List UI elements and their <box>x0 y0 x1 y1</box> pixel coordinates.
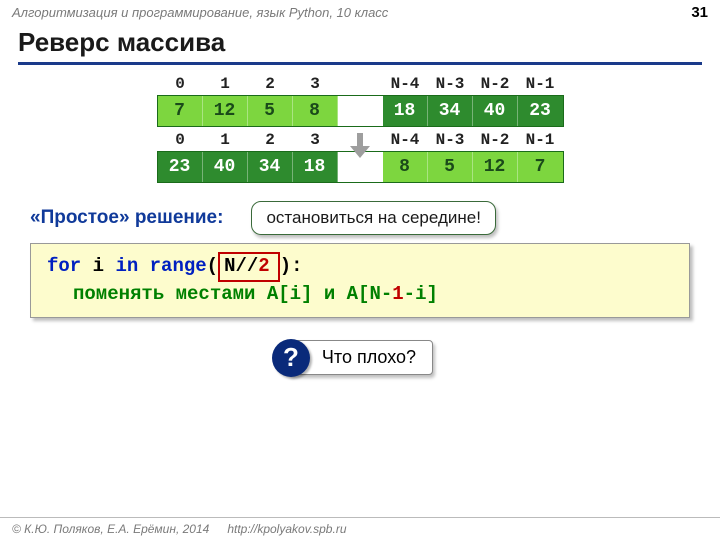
code-line-1: for i in range(N//2): <box>47 252 673 282</box>
fn-range: range <box>150 255 207 277</box>
lit-1: 1 <box>392 283 403 305</box>
question-row: ? Что плохо? <box>0 340 720 375</box>
idx-cell: 1 <box>203 75 248 95</box>
array-row-1: 7 12 5 8 18 34 40 23 <box>157 95 564 127</box>
mid-row: «Простое» решение: остановиться на серед… <box>0 201 720 235</box>
arr-cell: 5 <box>428 152 473 182</box>
question-text: Что плохо? <box>322 347 416 367</box>
slide-header: Алгоритмизация и программирование, язык … <box>0 0 720 23</box>
idx-cell: N-1 <box>518 75 563 95</box>
idx-gap <box>338 75 383 95</box>
footer-url: http://kpolyakov.spb.ru <box>227 522 346 536</box>
lpar: ( <box>207 255 218 277</box>
arr-cell: 12 <box>203 96 248 126</box>
swap-tail: -i] <box>404 283 438 305</box>
page-title: Реверс массива <box>0 23 720 60</box>
code-line-2: поменять местами A[i] и A[N-1-i] <box>47 282 673 308</box>
arr-cell: 34 <box>248 152 293 182</box>
idx-cell: N-3 <box>428 131 473 151</box>
idx-cell: 0 <box>158 75 203 95</box>
idx-cell: 3 <box>293 75 338 95</box>
arrays-block: 0 1 2 3 N-4 N-3 N-2 N-1 7 12 5 8 18 34 4… <box>0 75 720 183</box>
arr-cell: 7 <box>158 96 203 126</box>
idx-cell: 1 <box>203 131 248 151</box>
idx-cell: N-3 <box>428 75 473 95</box>
copyright: © К.Ю. Поляков, Е.А. Ерёмин, 2014 <box>12 522 209 536</box>
expr-n: N// <box>224 255 258 277</box>
question-callout: ? Что плохо? <box>287 340 433 375</box>
idx-cell: 3 <box>293 131 338 151</box>
arrow-down-icon <box>352 133 368 159</box>
question-badge-icon: ? <box>272 339 310 377</box>
arr-cell: 18 <box>293 152 338 182</box>
arrow-wrap <box>352 127 368 161</box>
arr-cell: 34 <box>428 96 473 126</box>
lit-2: 2 <box>258 255 269 277</box>
arr-cell: 18 <box>383 96 428 126</box>
arr-cell: 7 <box>518 152 563 182</box>
arr-cell: 8 <box>293 96 338 126</box>
callout-stop-middle: остановиться на середине! <box>251 201 495 235</box>
rpar: ): <box>280 255 303 277</box>
arr-cell: 40 <box>203 152 248 182</box>
var-i: i <box>81 255 115 277</box>
idx-cell: 2 <box>248 75 293 95</box>
highlight-box: N//2 <box>218 252 280 282</box>
swap-text: поменять местами A[i] и A[N- <box>73 283 392 305</box>
idx-cell: N-2 <box>473 131 518 151</box>
kw-for: for <box>47 255 81 277</box>
page-number: 31 <box>691 4 708 21</box>
arr-cell: 40 <box>473 96 518 126</box>
title-rule <box>18 62 702 65</box>
arr-cell: 5 <box>248 96 293 126</box>
index-row-1: 0 1 2 3 N-4 N-3 N-2 N-1 <box>158 75 563 95</box>
arr-cell: 23 <box>158 152 203 182</box>
solution-label: «Простое» решение: <box>30 207 223 229</box>
arr-cell: 23 <box>518 96 563 126</box>
idx-cell: N-2 <box>473 75 518 95</box>
code-block: for i in range(N//2): поменять местами A… <box>30 243 690 318</box>
sp <box>138 255 149 277</box>
arr-cell: 8 <box>383 152 428 182</box>
arr-cell: 12 <box>473 152 518 182</box>
course-label: Алгоритмизация и программирование, язык … <box>12 5 388 20</box>
arr-gap <box>338 96 383 126</box>
slide-footer: © К.Ю. Поляков, Е.А. Ерёмин, 2014 http:/… <box>0 517 720 540</box>
idx-cell: N-4 <box>383 75 428 95</box>
kw-in: in <box>115 255 138 277</box>
idx-cell: N-1 <box>518 131 563 151</box>
idx-cell: 0 <box>158 131 203 151</box>
idx-cell: N-4 <box>383 131 428 151</box>
idx-cell: 2 <box>248 131 293 151</box>
